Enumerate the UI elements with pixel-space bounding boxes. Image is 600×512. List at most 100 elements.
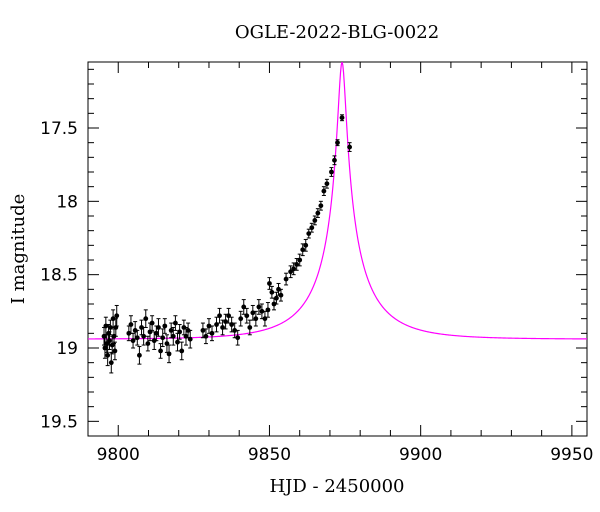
- data-point: [139, 319, 144, 336]
- data-marker: [318, 203, 324, 209]
- data-point: [321, 186, 327, 196]
- data-marker: [347, 144, 352, 150]
- model-layer: [88, 62, 587, 340]
- x-axis-label: HJD - 2450000: [269, 476, 404, 497]
- data-marker: [274, 295, 279, 301]
- data-point: [288, 265, 294, 279]
- data-point: [267, 277, 272, 290]
- data-marker: [269, 289, 275, 295]
- data-point: [335, 139, 340, 147]
- data-point: [162, 318, 168, 334]
- data-marker: [339, 115, 345, 121]
- data-point: [141, 326, 147, 346]
- y-tick-label: 19: [56, 339, 78, 359]
- data-marker: [158, 348, 163, 354]
- x-tick-label: 9900: [399, 445, 442, 465]
- data-marker: [185, 328, 191, 333]
- data-point: [315, 208, 321, 218]
- data-marker: [332, 157, 337, 163]
- data-marker: [335, 140, 340, 146]
- data-marker: [315, 210, 321, 216]
- data-point: [173, 315, 178, 331]
- data-point: [347, 142, 352, 152]
- data-marker: [166, 351, 172, 357]
- data-marker: [329, 169, 334, 175]
- data-point: [137, 346, 142, 365]
- data-marker: [143, 316, 149, 322]
- data-marker: [283, 276, 289, 282]
- data-point: [151, 331, 157, 350]
- data-marker: [276, 286, 281, 292]
- y-tick-label: 18.5: [40, 266, 78, 286]
- axis-ticks: [87, 62, 587, 437]
- data-marker: [278, 292, 284, 298]
- data-point: [271, 297, 277, 311]
- data-point: [177, 324, 183, 340]
- data-marker: [247, 325, 253, 330]
- data-marker: [141, 333, 147, 339]
- data-point: [132, 321, 138, 340]
- data-marker: [102, 345, 108, 351]
- data-point: [170, 326, 176, 346]
- data-point: [156, 318, 161, 337]
- data-marker: [149, 320, 155, 326]
- data-marker: [134, 335, 140, 341]
- data-point: [253, 310, 259, 327]
- data-marker: [265, 307, 271, 313]
- data-point: [166, 344, 172, 364]
- data-marker: [175, 339, 180, 345]
- data-point: [232, 322, 238, 339]
- data-point: [235, 329, 241, 346]
- data-point: [147, 322, 153, 342]
- data-point: [181, 319, 187, 336]
- data-point: [259, 303, 265, 320]
- data-point: [332, 155, 337, 166]
- data-marker: [162, 323, 168, 329]
- data-point: [303, 238, 309, 252]
- y-tick-label: 18: [56, 192, 78, 212]
- data-point: [112, 341, 118, 361]
- model-curve: [88, 62, 587, 340]
- data-point: [206, 318, 212, 334]
- data-marker: [309, 225, 315, 231]
- data-marker: [128, 322, 134, 327]
- data-point: [312, 215, 318, 226]
- data-marker: [217, 313, 222, 319]
- y-tick-label: 17.5: [40, 119, 78, 139]
- data-marker: [267, 281, 272, 286]
- x-tick-label: 9800: [97, 445, 140, 465]
- data-point: [102, 337, 108, 359]
- data-point: [158, 343, 163, 359]
- y-axis-label: I magnitude: [8, 194, 29, 305]
- data-marker: [206, 323, 212, 329]
- data-point: [256, 299, 262, 315]
- data-marker: [324, 181, 330, 187]
- data-point: [265, 302, 271, 318]
- data-marker: [139, 325, 144, 330]
- data-point: [145, 335, 151, 352]
- data-point: [105, 344, 111, 367]
- data-marker: [107, 325, 113, 330]
- axis-tick-labels: 9800 9850 9900 9950 17.5 18 18.5 19 19.5: [40, 119, 593, 465]
- data-point: [134, 329, 140, 346]
- data-marker: [288, 269, 294, 275]
- y-tick-label: 19.5: [40, 412, 78, 432]
- data-marker: [297, 257, 303, 263]
- data-point: [306, 228, 312, 239]
- data-point: [297, 253, 303, 267]
- data-marker: [259, 308, 265, 314]
- data-point: [274, 291, 279, 305]
- data-marker: [151, 338, 157, 344]
- data-point: [217, 307, 222, 324]
- data-point: [244, 307, 250, 324]
- data-point: [149, 315, 155, 331]
- data-marker: [238, 316, 244, 322]
- data-marker: [108, 360, 114, 366]
- data-point: [262, 310, 268, 327]
- data-marker: [177, 329, 183, 335]
- data-marker: [112, 348, 118, 354]
- data-point: [229, 316, 235, 333]
- data-marker: [181, 325, 187, 330]
- data-marker: [256, 304, 262, 310]
